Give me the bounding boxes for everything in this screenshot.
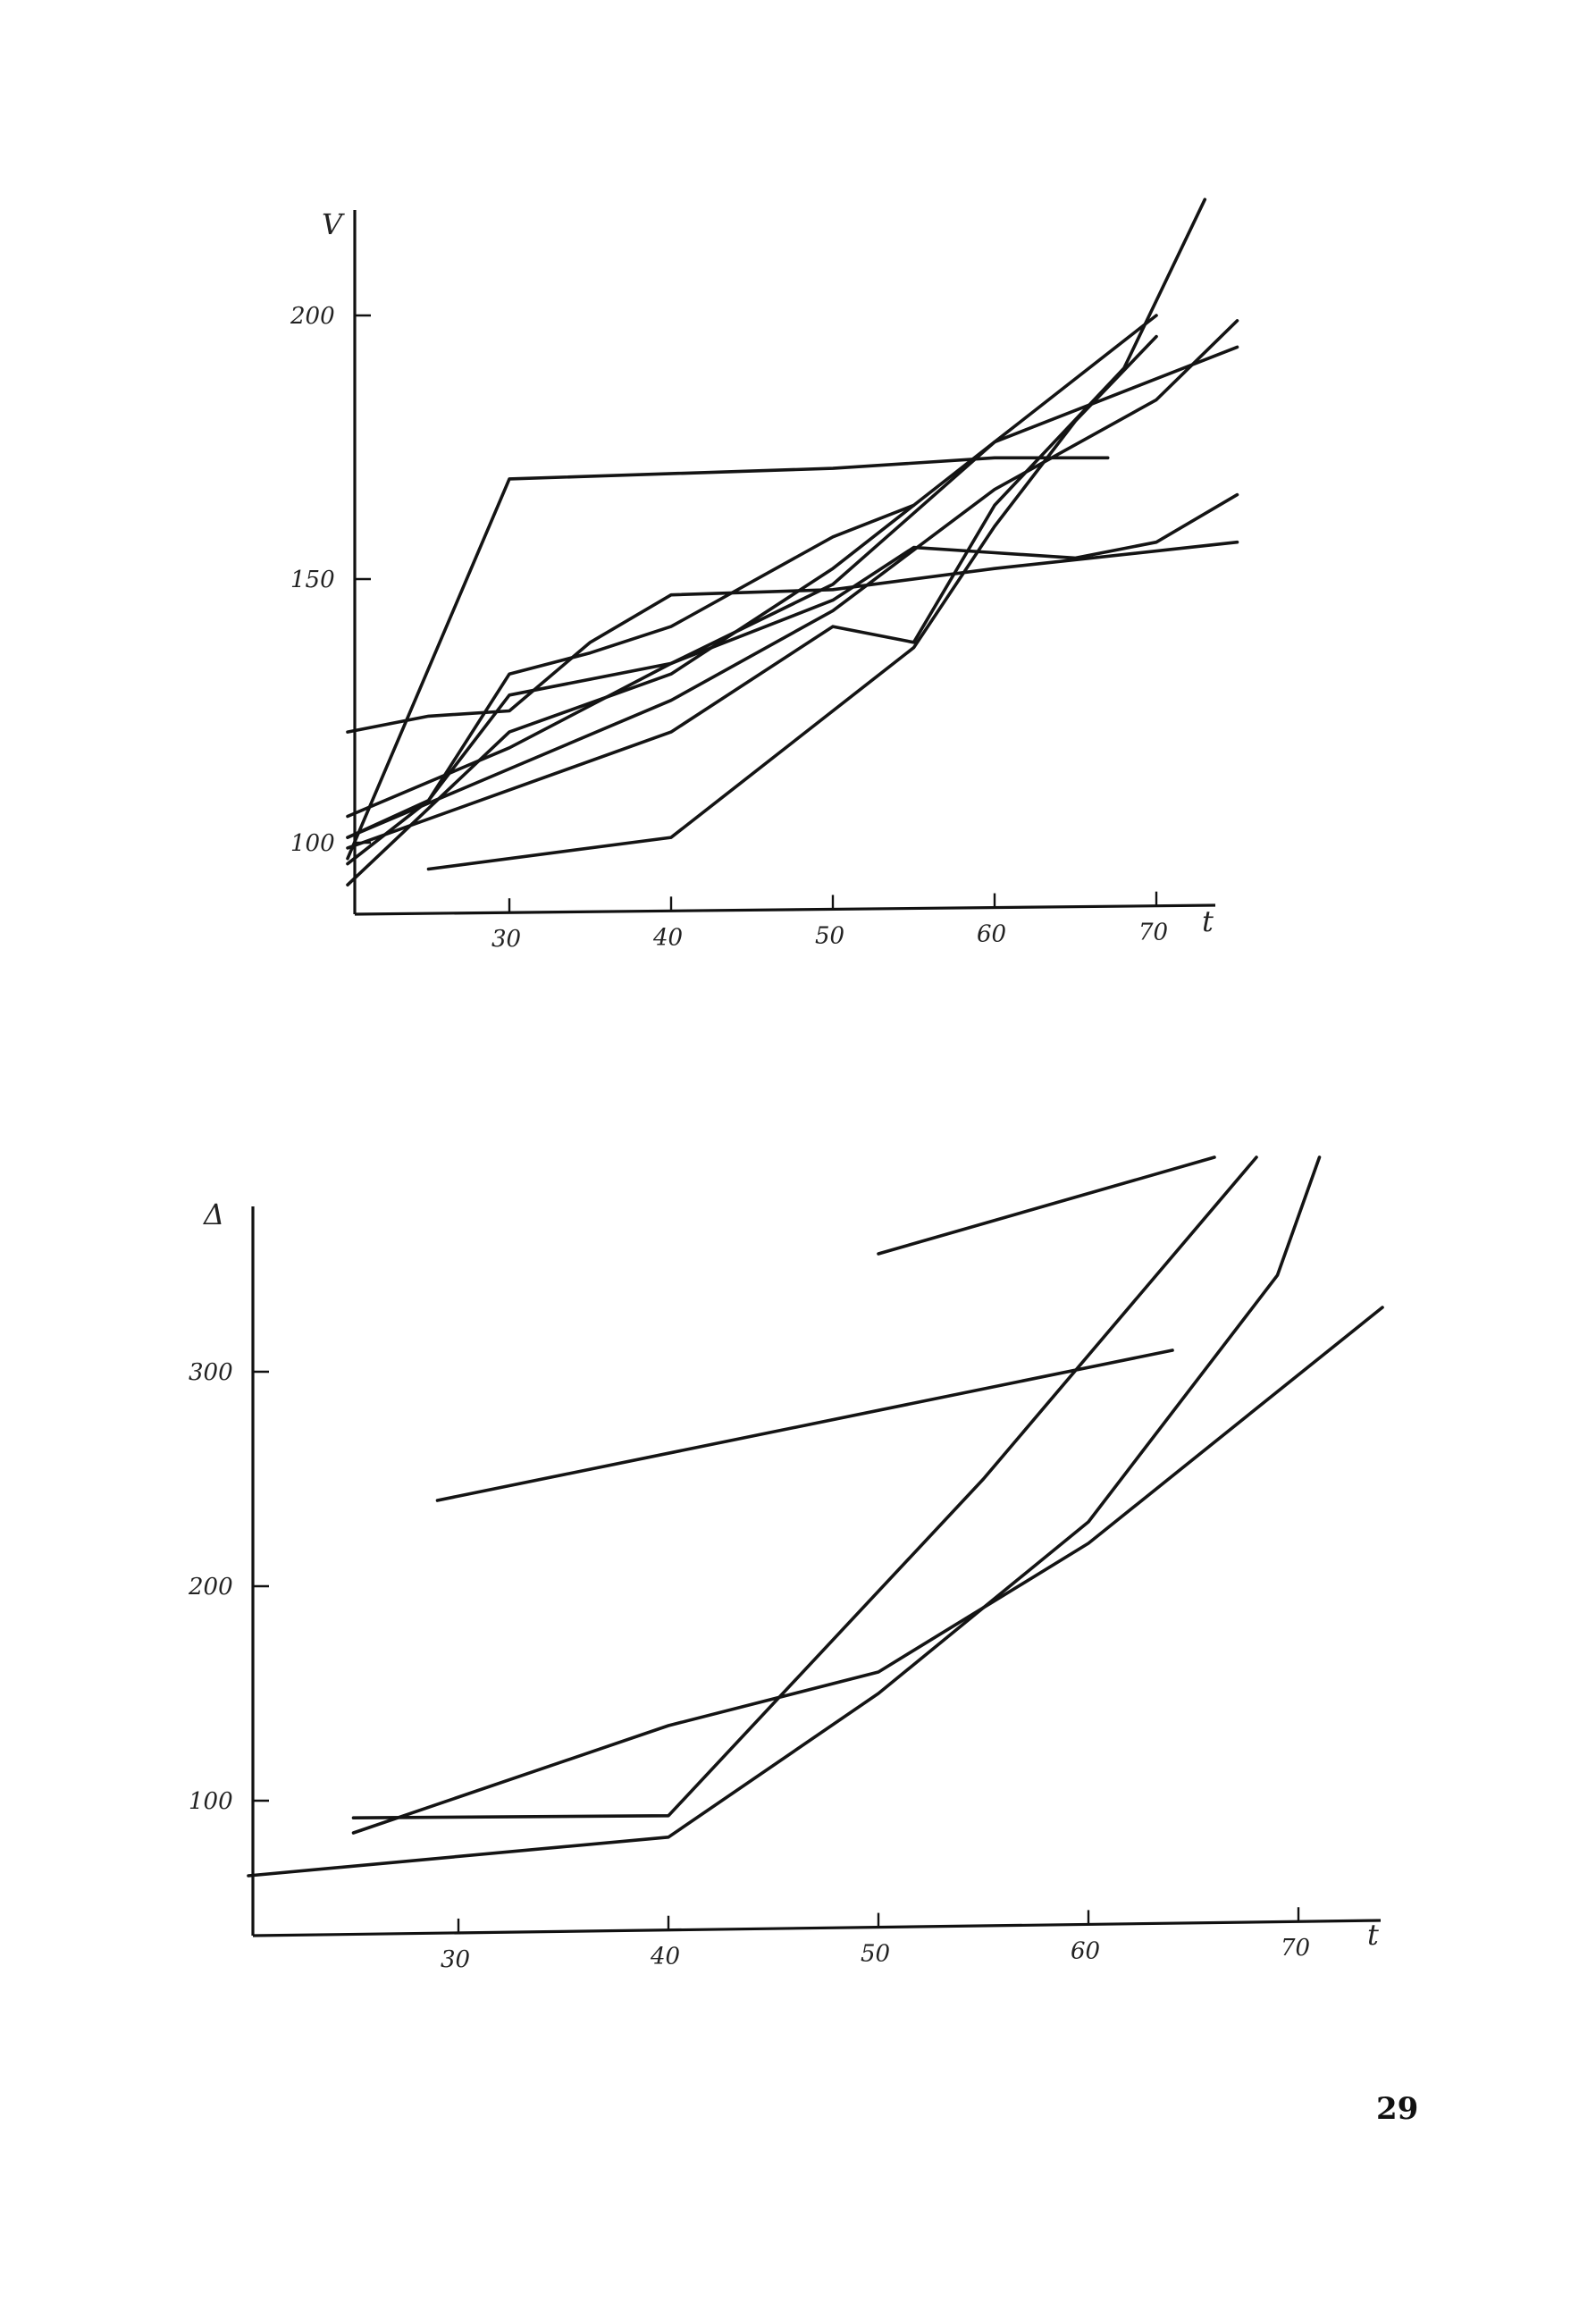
y-tick-label: 100 — [290, 830, 335, 857]
x-tick-label: 70 — [1281, 1935, 1310, 1962]
tick-group: 30 40 50 60 70 100 150 200 — [290, 303, 1168, 953]
y-axis-label: Δ — [202, 1197, 224, 1231]
x-tick-label: 40 — [652, 924, 683, 951]
x-axis-label: t — [1202, 904, 1214, 938]
series-line-5 — [426, 334, 1158, 871]
x-tick-label: 30 — [491, 926, 521, 953]
tick-group: 30 40 50 60 70 100 200 300 — [188, 1359, 1310, 1973]
y-axis-label: V — [322, 207, 345, 241]
series-line-6 — [346, 319, 1239, 839]
x-tick-label: 70 — [1138, 920, 1168, 946]
series-line-8 — [346, 540, 1239, 734]
x-tick-label: 60 — [1071, 1937, 1100, 1964]
x-tick-label: 60 — [977, 921, 1006, 948]
x-axis — [354, 903, 1216, 916]
series-line-4 — [435, 1349, 1174, 1502]
series-line-1 — [346, 314, 1158, 887]
y-tick-label: 300 — [189, 1359, 233, 1386]
series-group — [346, 197, 1239, 887]
series-line-5 — [877, 1155, 1216, 1256]
x-tick-label: 50 — [815, 922, 844, 949]
x-tick-label: 50 — [861, 1941, 890, 1968]
series-line-3 — [346, 456, 1110, 861]
y-tick-label: 200 — [290, 303, 335, 330]
delta-chart: 30 40 50 60 70 100 200 300 Δ t — [188, 1155, 1384, 1973]
series-group — [247, 1155, 1384, 1878]
series-line-9 — [346, 345, 1239, 839]
page-number: 29 — [1376, 2091, 1419, 2127]
velocity-chart: 30 40 50 60 70 100 150 200 V t — [290, 197, 1239, 953]
series-line-1 — [247, 1155, 1322, 1878]
x-axis-label: t — [1367, 1918, 1379, 1952]
y-tick-label: 150 — [290, 567, 335, 593]
x-tick-label: 40 — [650, 1944, 680, 1970]
x-tick-label: 30 — [441, 1946, 470, 1973]
series-line-7 — [346, 492, 1239, 819]
y-tick-label: 200 — [188, 1574, 233, 1601]
series-line-3 — [351, 1155, 1258, 1820]
series-line-4 — [346, 197, 1207, 850]
y-tick-label: 100 — [189, 1788, 233, 1815]
series-line-2 — [351, 1306, 1384, 1835]
x-axis — [252, 1919, 1382, 1937]
